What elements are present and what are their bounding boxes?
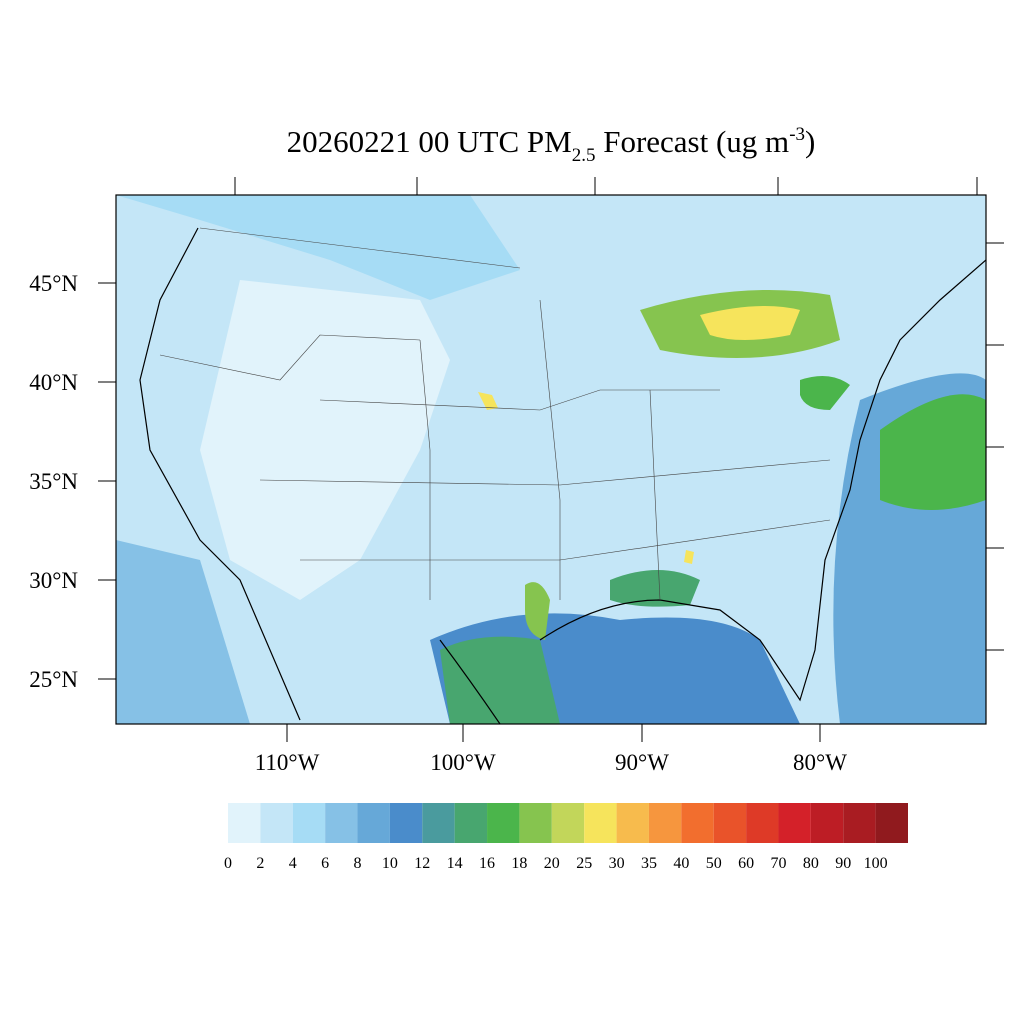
colorbar-box: [519, 803, 552, 843]
colorbar-label: 40: [673, 855, 689, 872]
map-field: [116, 195, 986, 724]
colorbar-box: [487, 803, 520, 843]
axis-labels: 45°N 40°N 35°N 30°N 25°N 110°W 100°W 90°W 80°W: [29, 271, 847, 775]
colorbar-box: [843, 803, 876, 843]
colorbar-box: [228, 803, 261, 843]
colorbar-label: 18: [511, 855, 527, 872]
colorbar-box: [551, 803, 585, 843]
colorbar-box: [260, 803, 293, 843]
colorbar-label: 14: [447, 855, 463, 872]
colorbar-label: 0: [224, 855, 232, 872]
colorbar-box: [810, 803, 844, 843]
map-ticks: [234, 177, 1004, 651]
colorbar-label: 20: [544, 855, 560, 872]
colorbar: 0 2 4 6 8 10 12 14 16 18 20 25 30 35 40 50 60 70 80 90 100: [224, 803, 908, 872]
colorbar-label: 50: [706, 855, 722, 872]
colorbar-label: 16: [479, 855, 495, 872]
colorbar-label: 90: [835, 855, 851, 872]
colorbar-label: 2: [256, 855, 264, 872]
title-superscript: -3: [789, 124, 805, 145]
colorbar-box: [584, 803, 617, 843]
colorbar-label: 12: [414, 855, 430, 872]
colorbar-label: 70: [770, 855, 786, 872]
colorbar-box: [778, 803, 811, 843]
colorbar-label: 100: [864, 855, 888, 872]
colorbar-box: [422, 803, 455, 843]
lat-label: 25°N: [29, 667, 78, 692]
colorbar-box: [325, 803, 358, 843]
colorbar-box: [454, 803, 488, 843]
colorbar-box: [357, 803, 390, 843]
colorbar-box: [389, 803, 423, 843]
title-text: Forecast (ug m: [595, 124, 789, 159]
lat-label: 45°N: [29, 271, 78, 296]
colorbar-label: 35: [641, 855, 657, 872]
colorbar-label: 6: [321, 855, 329, 872]
title-text: ): [805, 124, 815, 159]
title-subscript: 2.5: [572, 145, 596, 166]
map-frame: [115, 194, 987, 725]
colorbar-box: [681, 803, 714, 843]
colorbar-box: [746, 803, 779, 843]
colorbar-label: 10: [382, 855, 398, 872]
colorbar-label: 80: [803, 855, 819, 872]
lon-label: 80°W: [793, 750, 847, 775]
title: 20260221 00 UTC PM2.5 Forecast (ug m-3): [287, 124, 816, 166]
lon-label: 100°W: [430, 750, 496, 775]
lon-label: 110°W: [255, 750, 320, 775]
colorbar-box: [648, 803, 682, 843]
lat-label: 40°N: [29, 370, 78, 395]
colorbar-box: [713, 803, 747, 843]
lat-label: 35°N: [29, 469, 78, 494]
title-text: 20260221 00 UTC PM: [287, 124, 572, 159]
colorbar-label: 25: [576, 855, 592, 872]
colorbar-label: 4: [289, 855, 297, 872]
colorbar-label: 8: [354, 855, 362, 872]
colorbar-box: [616, 803, 649, 843]
colorbar-box: [875, 803, 908, 843]
colorbar-box: [292, 803, 326, 843]
lat-label: 30°N: [29, 568, 78, 593]
colorbar-label: 30: [609, 855, 625, 872]
lon-label: 90°W: [615, 750, 669, 775]
colorbar-label: 60: [738, 855, 754, 872]
